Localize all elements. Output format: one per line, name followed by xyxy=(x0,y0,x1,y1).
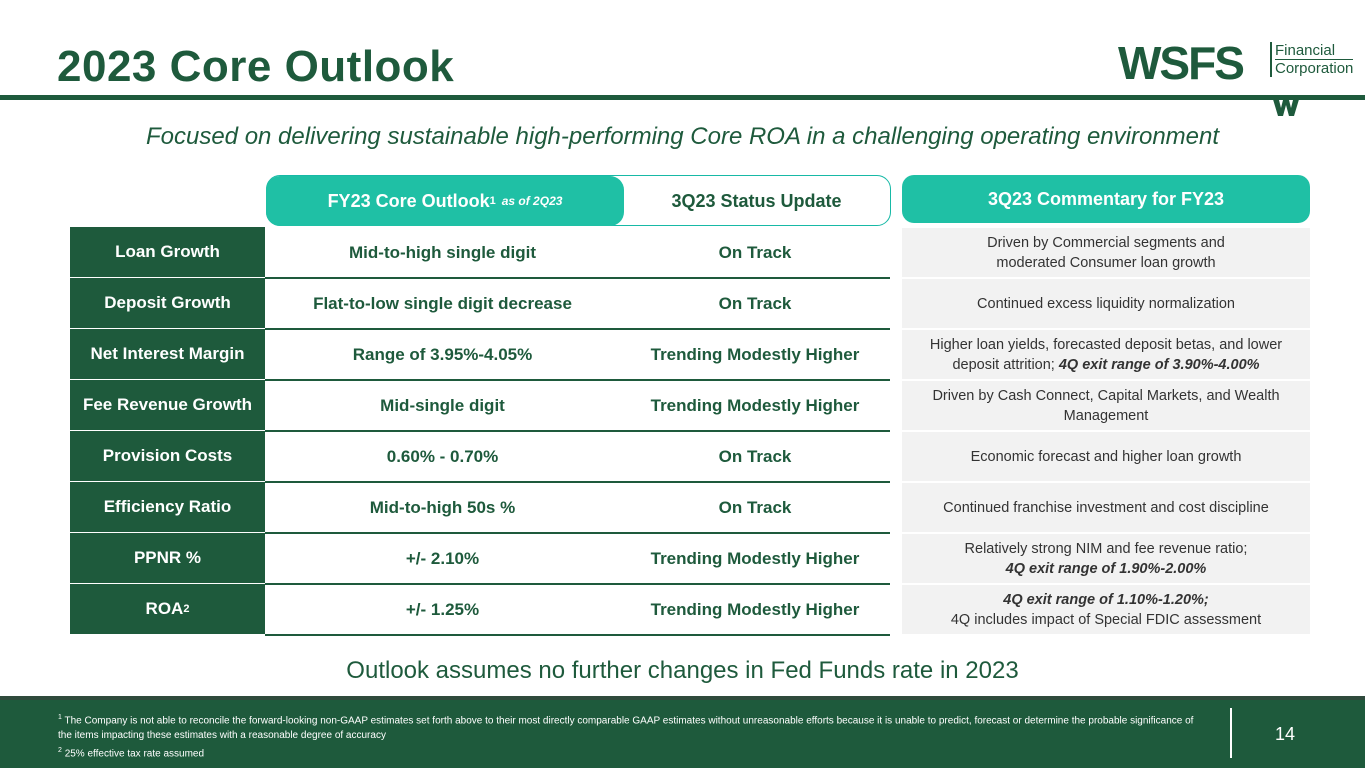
row-comment: Driven by Cash Connect, Capital Markets,… xyxy=(902,381,1310,430)
row-status: Trending Modestly Higher xyxy=(650,344,860,364)
comment-emphasis: 4Q exit range of 1.10%-1.20%; xyxy=(1003,591,1209,608)
row-status: On Track xyxy=(718,446,792,466)
wsfs-logo: WSFS Financial Corporation xyxy=(1118,40,1358,116)
row-comment: Continued franchise investment and cost … xyxy=(902,483,1310,532)
logo-line2: Corporation xyxy=(1275,60,1354,77)
table-row: ROA 2 +/- 1.25% Trending Modestly Higher … xyxy=(70,584,1310,636)
row-label: Fee Revenue Growth xyxy=(70,380,265,431)
comment-line: Higher loan yields, forecasted deposit b… xyxy=(929,336,1283,353)
row-label: PPNR % xyxy=(70,533,265,584)
row-outlook: Range of 3.95%-4.05% xyxy=(352,344,533,364)
row-divider xyxy=(265,328,890,330)
row-comment: Higher loan yields, forecasted deposit b… xyxy=(902,330,1310,379)
row-comment: Economic forecast and higher loan growth xyxy=(902,432,1310,481)
table-row: Provision Costs 0.60% - 0.70% On Track E… xyxy=(70,431,1310,483)
footer-accent-bar xyxy=(0,696,1365,700)
table-row: Net Interest Margin Range of 3.95%-4.05%… xyxy=(70,329,1310,381)
comment-line: moderated Consumer loan growth xyxy=(996,254,1216,271)
row-comment: Driven by Commercial segments and modera… xyxy=(902,228,1310,277)
row-outlook: +/- 1.25% xyxy=(405,599,480,619)
row-divider xyxy=(265,277,890,279)
row-divider xyxy=(265,481,890,483)
footnote-ref-2: 2 xyxy=(183,603,190,615)
header-outlook-label: FY23 Core Outlook xyxy=(327,190,490,211)
row-comment: Continued excess liquidity normalization xyxy=(902,279,1310,328)
comment-line: Continued franchise investment and cost … xyxy=(943,499,1269,516)
header-status: 3Q23 Status Update xyxy=(671,190,842,211)
row-status: On Track xyxy=(718,242,792,262)
row-outlook: Mid-to-high single digit xyxy=(349,242,536,262)
logo-wordmark: WSFS xyxy=(1118,37,1245,89)
row-divider xyxy=(265,430,890,432)
row-label: Provision Costs xyxy=(70,431,265,482)
comment-emphasis: 4Q exit range of 1.90%-2.00% xyxy=(1005,560,1207,577)
table-row: Fee Revenue Growth Mid-single digit Tren… xyxy=(70,380,1310,432)
logo-subtext: Financial Corporation xyxy=(1270,42,1354,77)
footnote-ref-1: 1 xyxy=(489,195,496,207)
title-rule xyxy=(0,95,1365,100)
comment-line: deposit attrition; 4Q exit range of 3.90… xyxy=(952,355,1259,375)
row-status: Trending Modestly Higher xyxy=(650,548,860,568)
footnote-text: 25% effective tax rate assumed xyxy=(64,748,205,760)
comment-text: deposit attrition; xyxy=(952,356,1059,373)
assumption-note: Outlook assumes no further changes in Fe… xyxy=(346,657,1019,684)
row-label: Efficiency Ratio xyxy=(70,482,265,533)
comment-line: Relatively strong NIM and fee revenue ra… xyxy=(964,540,1248,557)
table-row: PPNR % +/- 2.10% Trending Modestly Highe… xyxy=(70,533,1310,585)
footer-divider xyxy=(1230,708,1232,758)
page-title: 2023 Core Outlook xyxy=(57,42,455,91)
comment-line: Continued excess liquidity normalization xyxy=(977,295,1235,312)
footnote-2: 2 25% effective tax rate assumed xyxy=(58,743,1208,761)
comment-line: Driven by Cash Connect, Capital Markets,… xyxy=(932,387,1280,404)
row-status: On Track xyxy=(718,497,792,517)
row-label: ROA 2 xyxy=(70,584,265,635)
row-divider xyxy=(265,634,890,636)
row-label: Net Interest Margin xyxy=(70,329,265,380)
header-commentary: 3Q23 Commentary for FY23 xyxy=(902,175,1310,223)
row-status: Trending Modestly Higher xyxy=(650,599,860,619)
table-row: Efficiency Ratio Mid-to-high 50s % On Tr… xyxy=(70,482,1310,534)
row-status: Trending Modestly Higher xyxy=(650,395,860,415)
footnote-1: 1 The Company is not able to reconcile t… xyxy=(58,710,1208,743)
footer xyxy=(0,700,1365,768)
comment-line: Economic forecast and higher loan growth xyxy=(970,448,1242,465)
comment-emphasis: 4Q exit range of 3.90%-4.00% xyxy=(1058,356,1260,373)
footnotes: 1 The Company is not able to reconcile t… xyxy=(58,710,1208,762)
w-emblem-icon xyxy=(1272,96,1300,116)
row-outlook: Mid-to-high 50s % xyxy=(369,497,516,517)
logo-line1: Financial xyxy=(1275,42,1354,60)
row-divider xyxy=(265,583,890,585)
table-row: Loan Growth Mid-to-high single digit On … xyxy=(70,227,1310,279)
table-row: Deposit Growth Flat-to-low single digit … xyxy=(70,278,1310,330)
footnote-text: The Company is not able to reconcile the… xyxy=(58,715,1194,742)
row-outlook: Flat-to-low single digit decrease xyxy=(313,293,572,313)
row-label-text: ROA xyxy=(145,599,184,618)
footnote-marker: 1 xyxy=(58,714,62,721)
page-number: 14 xyxy=(1275,724,1296,744)
row-comment: Relatively strong NIM and fee revenue ra… xyxy=(902,534,1310,583)
comment-line: Driven by Commercial segments and xyxy=(987,234,1225,251)
comment-line: Management xyxy=(1063,407,1149,424)
header-outlook-asof: as of 2Q23 xyxy=(501,194,563,208)
header-outlook: FY23 Core Outlook 1 as of 2Q23 xyxy=(266,176,624,226)
row-comment: 4Q exit range of 1.10%-1.20%; 4Q include… xyxy=(902,585,1310,634)
row-outlook: +/- 2.10% xyxy=(405,548,480,568)
comment-line: 4Q includes impact of Special FDIC asses… xyxy=(950,611,1262,628)
subtitle: Focused on delivering sustainable high-p… xyxy=(145,123,1220,150)
row-divider xyxy=(265,532,890,534)
row-label: Deposit Growth xyxy=(70,278,265,329)
row-outlook: 0.60% - 0.70% xyxy=(386,446,499,466)
row-label: Loan Growth xyxy=(70,227,265,278)
row-outlook: Mid-single digit xyxy=(380,395,505,415)
row-divider xyxy=(265,379,890,381)
row-status: On Track xyxy=(718,293,792,313)
footnote-marker: 2 xyxy=(58,747,62,755)
